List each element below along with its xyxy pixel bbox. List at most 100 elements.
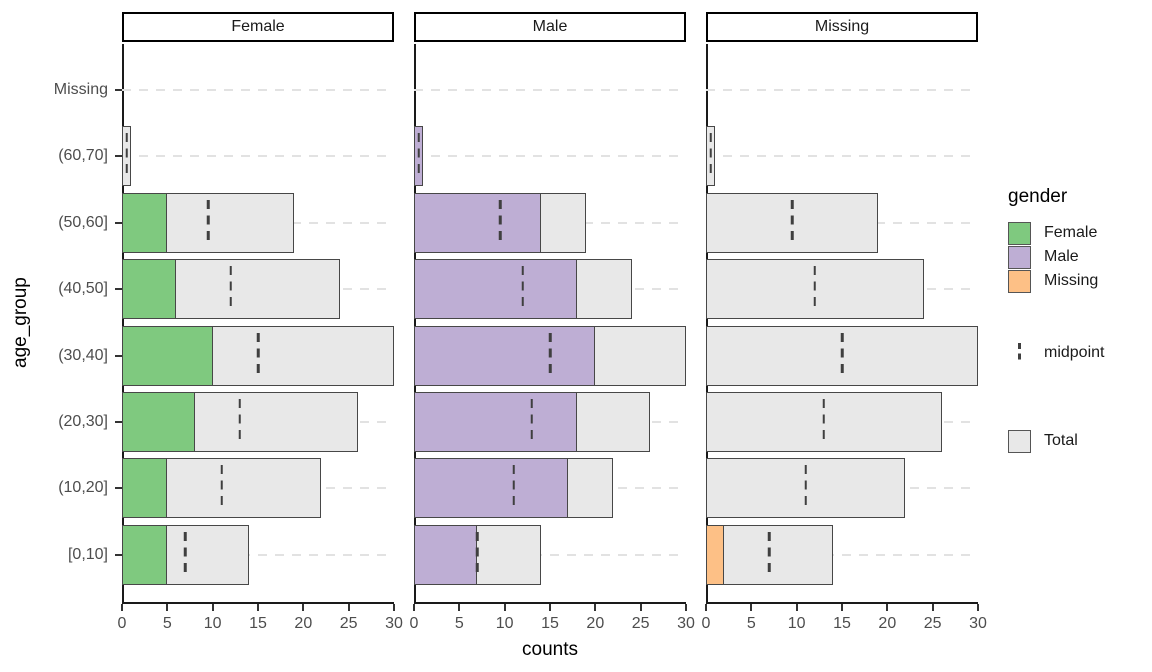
- x-axis: 0 5 10 15 20 25 30: [410, 602, 695, 642]
- x-tick-label: 0: [701, 615, 711, 632]
- facet-panel: [414, 44, 686, 602]
- x-tick-label: 10: [787, 615, 806, 632]
- x-tick-mark: [685, 604, 687, 611]
- y-tick-label: (60,70]: [58, 147, 108, 165]
- x-tick-mark: [211, 604, 214, 611]
- bar-female: [122, 192, 168, 253]
- y-tick-label: (10,20]: [58, 479, 108, 497]
- legend-item-male: Male: [1008, 245, 1152, 269]
- x-tick-mark: [257, 604, 259, 611]
- x-tick-mark: [458, 604, 461, 611]
- midpoint-marker: [709, 133, 712, 180]
- x-tick-label: 20: [586, 615, 605, 632]
- bar-female: [122, 524, 168, 585]
- y-tick-mark: [115, 155, 122, 158]
- x-tick-label: 15: [541, 615, 559, 632]
- y-axis-tick-labels: Missing (60,70] (50,60] (40,50] (30,40] (20,3…: [0, 44, 122, 602]
- y-axis-line: [414, 44, 416, 602]
- x-tick-mark: [977, 604, 979, 611]
- x-tick-mark: [549, 604, 551, 611]
- total-swatch-icon: [1008, 429, 1031, 453]
- bar-male: [414, 524, 478, 585]
- gridline: [122, 553, 394, 556]
- bar-male: [414, 325, 596, 386]
- x-axis: 0 5 10 15 20 25 30: [118, 602, 403, 642]
- x-tick-mark: [166, 604, 169, 611]
- x-tick-label: 15: [833, 615, 851, 632]
- female-swatch-icon: [1008, 221, 1031, 245]
- male-swatch-icon: [1008, 245, 1031, 269]
- bar-male: [414, 259, 578, 320]
- y-tick-mark: [115, 487, 122, 490]
- y-tick-mark: [115, 421, 122, 423]
- x-tick-mark: [795, 604, 798, 611]
- gridline: [122, 155, 394, 158]
- gridline: [414, 155, 686, 158]
- x-tick-label: 0: [117, 615, 127, 632]
- gridline: [414, 553, 686, 556]
- x-tick-label: 30: [677, 615, 695, 632]
- legend-item-total: Total: [1008, 429, 1152, 453]
- x-tick-mark: [503, 604, 506, 611]
- y-tick-label: (20,30]: [58, 413, 108, 430]
- x-tick-mark: [302, 604, 305, 611]
- x-tick-label: 5: [162, 615, 172, 632]
- x-tick-mark: [750, 604, 753, 611]
- x-tick-label: 10: [203, 615, 222, 632]
- midpoint-marker: [256, 332, 260, 379]
- midpoint-marker: [206, 199, 210, 246]
- facet-panel: [706, 44, 978, 602]
- y-tick-label: (50,60]: [58, 213, 108, 231]
- x-tick-label: 25: [923, 615, 942, 632]
- gridline: [706, 553, 978, 556]
- facet-male: Male 0 5 10 15 20 25 30: [410, 12, 695, 642]
- x-axis-title: counts: [522, 639, 578, 660]
- gridline: [706, 155, 978, 158]
- midpoint-marker: [768, 531, 771, 578]
- facet-female: Female 0 5 10 15 20 25 30: [118, 12, 403, 642]
- facet-panel: [122, 44, 394, 602]
- x-tick-label: 30: [969, 615, 987, 632]
- x-tick-label: 20: [294, 615, 313, 632]
- facet-panels: Female 0 5 10 15 20 25 30 Male 0 5 10 15 20 25 30 Missin…: [118, 12, 987, 642]
- bar-female: [122, 392, 195, 452]
- y-tick-label: (40,50]: [58, 280, 108, 298]
- y-axis-line: [706, 44, 708, 602]
- legend-item-missing: Missing: [1008, 269, 1152, 293]
- legend-label: Female: [1044, 224, 1098, 241]
- y-tick-mark: [115, 89, 122, 91]
- y-tick-mark: [115, 288, 122, 291]
- midpoint-marker: [822, 399, 826, 445]
- y-axis-line: [122, 44, 124, 602]
- x-tick-mark: [413, 604, 415, 611]
- legend-item-female: Female: [1008, 221, 1152, 245]
- bar-female: [122, 325, 213, 386]
- x-tick-label: 0: [409, 615, 419, 632]
- x-tick-mark: [639, 604, 642, 611]
- midpoint-marker: [530, 399, 534, 445]
- x-tick-mark: [594, 604, 597, 611]
- midpoint-marker: [512, 465, 515, 512]
- gridline: [414, 89, 686, 91]
- midpoint-marker: [790, 199, 794, 246]
- x-tick-label: 10: [495, 615, 514, 632]
- midpoint-marker: [476, 531, 479, 578]
- midpoint-marker: [813, 266, 817, 313]
- facet-strip: Female: [122, 12, 394, 42]
- bar-female: [122, 458, 168, 519]
- y-tick-mark: [115, 221, 122, 224]
- x-tick-label: 15: [249, 615, 267, 632]
- midpoint-marker: [840, 332, 844, 379]
- y-tick-label: (30,40]: [58, 346, 108, 364]
- bar-female: [122, 259, 177, 320]
- midpoint-marker: [521, 266, 525, 313]
- y-tick-mark: [115, 354, 122, 357]
- midpoint-marker: [417, 133, 420, 180]
- x-tick-mark: [393, 604, 395, 611]
- midpoint-marker: [548, 332, 552, 379]
- missing-swatch-icon: [1008, 269, 1031, 293]
- midpoint-marker: [804, 465, 807, 512]
- bar-missing: [706, 524, 725, 585]
- x-tick-mark: [886, 604, 889, 611]
